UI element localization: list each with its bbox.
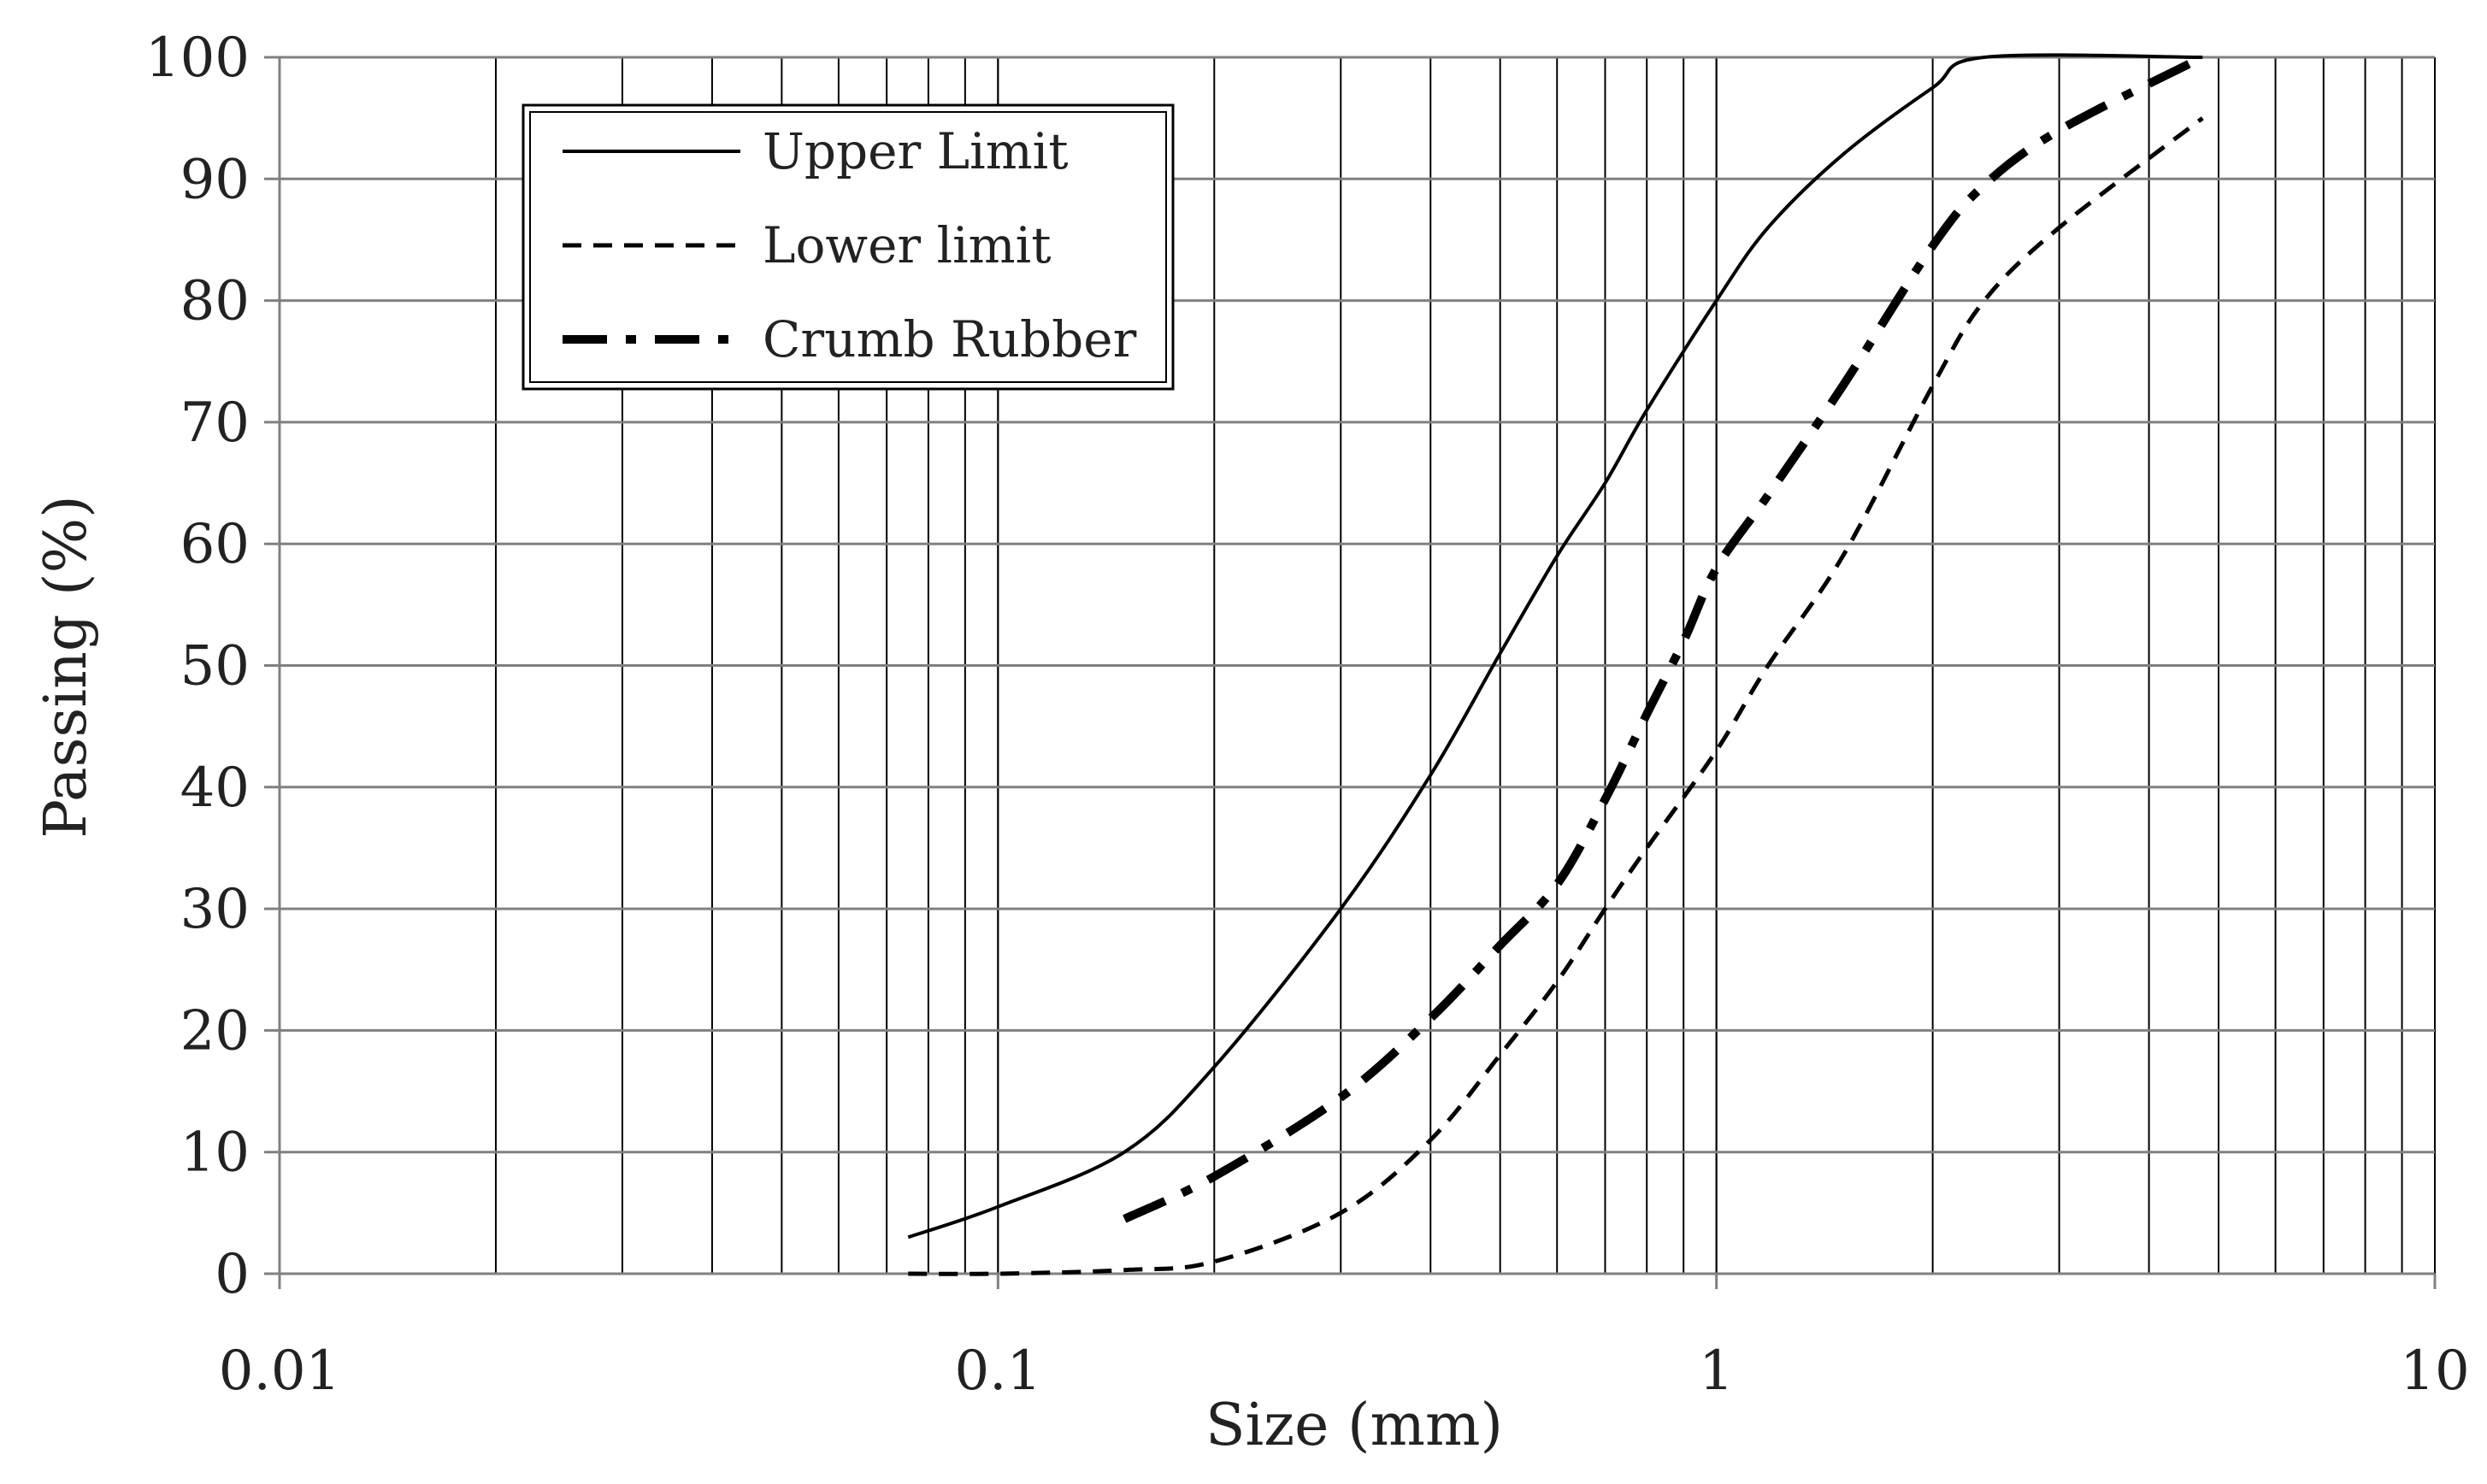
y-tick-label: 30 — [180, 878, 250, 941]
series-line-upper-limit — [907, 53, 2203, 1240]
x-axis-title: Size (mm) — [1205, 1392, 1503, 1459]
x-tick-label: 10 — [2400, 1340, 2469, 1403]
y-tick-label: 100 — [145, 26, 250, 90]
legend-label-crumb-rubber: Crumb Rubber — [763, 310, 1137, 368]
y-tick-label: 20 — [180, 999, 250, 1063]
x-tick-label: 0.01 — [219, 1340, 341, 1403]
y-tick-label: 80 — [180, 270, 250, 333]
series-line-lower-limit — [908, 116, 2204, 1276]
legend: Upper Limit Lower limit Crumb Rubber — [522, 103, 1175, 391]
x-tick-label: 1 — [1699, 1340, 1734, 1403]
series-line-crumb-rubber — [1123, 53, 2205, 1223]
legend-label-lower-limit: Lower limit — [763, 216, 1052, 274]
x-tick-label: 0.1 — [954, 1340, 1041, 1403]
legend-label-upper-limit: Upper Limit — [763, 122, 1069, 180]
y-tick-label: 60 — [180, 513, 250, 576]
y-tick-label: 40 — [180, 757, 250, 820]
tick-labels: 0 10 20 30 40 50 60 70 80 90 100 0.01 0.1 1 10 — [145, 26, 2470, 1403]
y-tick-label: 10 — [180, 1122, 250, 1185]
y-tick-label: 0 — [215, 1243, 250, 1306]
legend-box-inner — [529, 111, 1167, 383]
y-tick-label: 70 — [180, 392, 250, 455]
y-tick-label: 50 — [180, 635, 250, 698]
y-tick-label: 90 — [180, 148, 250, 211]
y-axis-title: Passing (%) — [32, 495, 100, 838]
axes-layer — [264, 56, 2437, 1289]
series-layer — [907, 53, 2205, 1276]
